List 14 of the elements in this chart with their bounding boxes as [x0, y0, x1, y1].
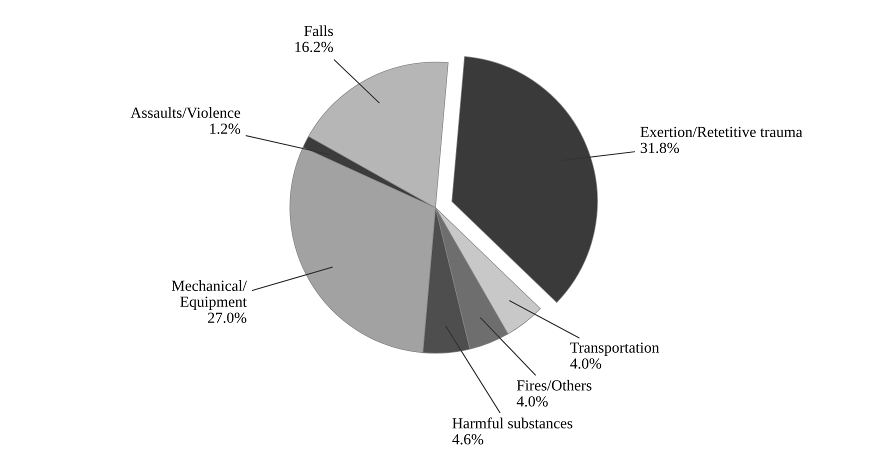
data-label: 4.0%: [516, 396, 548, 407]
slice-label: Transportation: [570, 342, 660, 356]
data-label: 4.0%: [570, 358, 602, 369]
slice-label: Fires/Others: [516, 380, 592, 391]
slice-label: Assaults/Violence: [130, 107, 240, 118]
slice-label: Falls: [304, 25, 333, 36]
data-label: 16.2%: [295, 42, 333, 52]
slice-label: Harmful substances: [452, 418, 572, 428]
data-label: 4.6%: [452, 434, 484, 444]
slice-label: Exertion/Retetitive trauma: [640, 126, 802, 138]
data-label: 27.0%: [208, 312, 246, 323]
data-label: 1.2%: [210, 124, 240, 134]
data-label: 31.8%: [640, 142, 679, 154]
slice-label: Mechanical/ Equipment: [172, 280, 247, 310]
